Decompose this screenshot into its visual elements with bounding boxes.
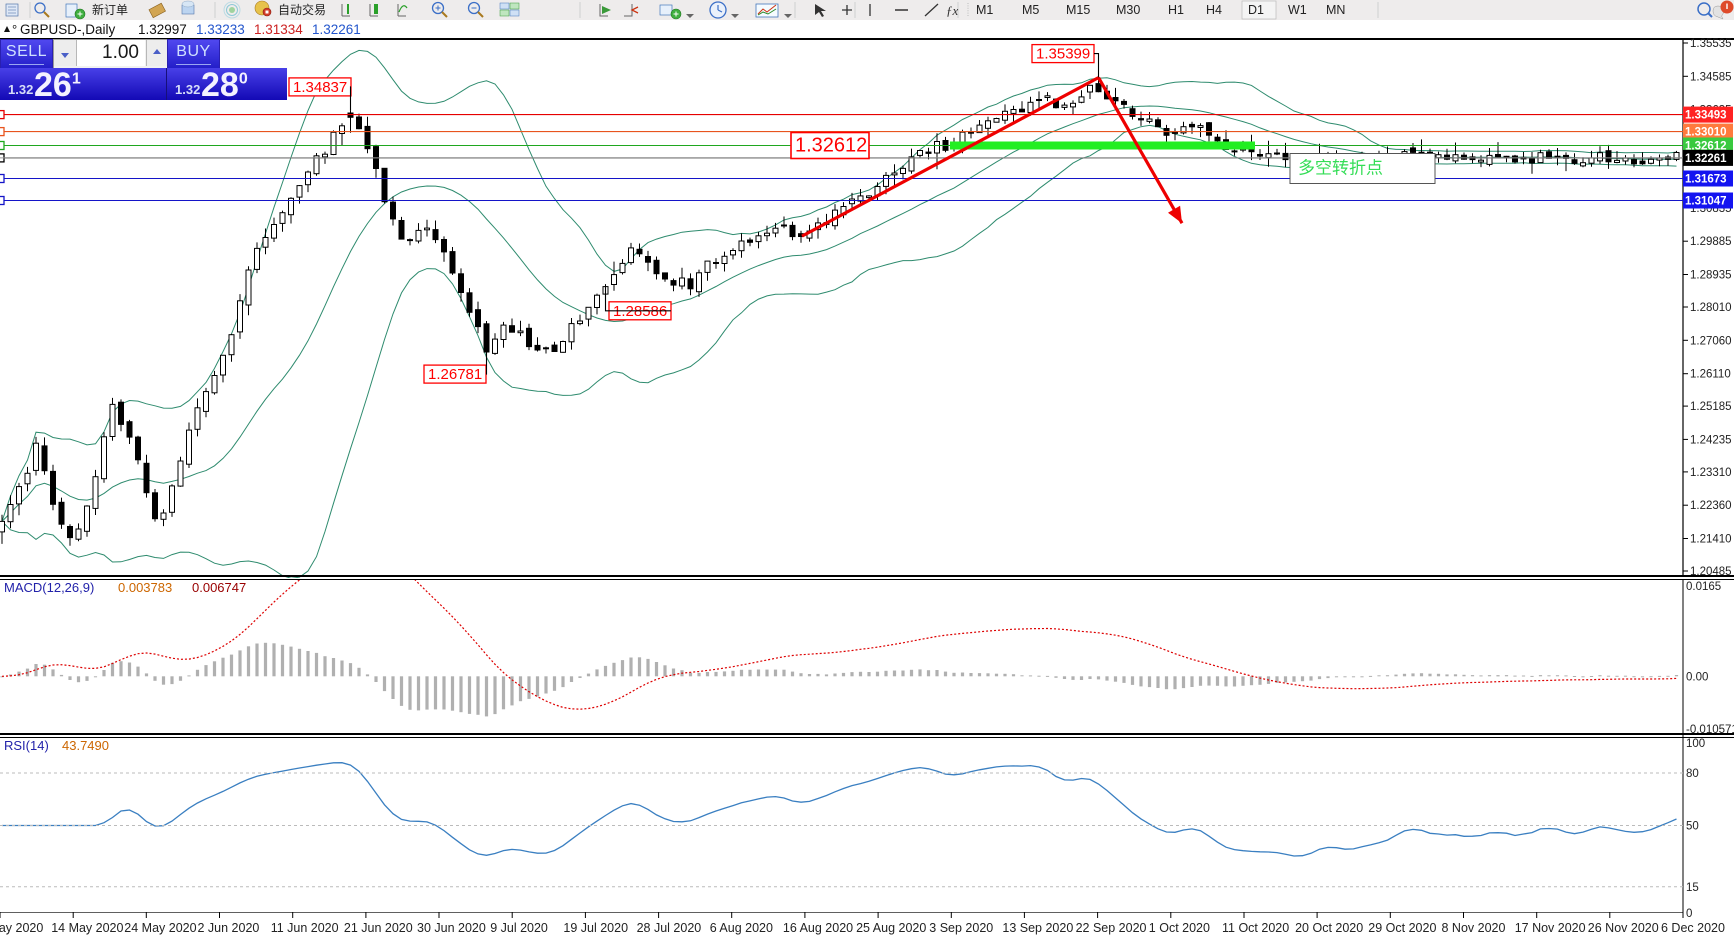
- svg-text:1.26110: 1.26110: [1690, 369, 1731, 381]
- svg-text:6 Aug 2020: 6 Aug 2020: [710, 921, 773, 935]
- svg-text:自动交易: 自动交易: [278, 2, 326, 17]
- svg-text:19 Jul 2020: 19 Jul 2020: [563, 921, 628, 935]
- svg-text:H4: H4: [1206, 3, 1222, 17]
- svg-text:26 Nov 2020: 26 Nov 2020: [1588, 921, 1659, 935]
- svg-text:1.23310: 1.23310: [1690, 467, 1732, 479]
- svg-text:M5: M5: [1022, 3, 1039, 17]
- svg-text:1.32261: 1.32261: [1685, 153, 1727, 165]
- svg-text:11 Jun 2020: 11 Jun 2020: [271, 921, 339, 935]
- svg-text:1.34585: 1.34585: [1690, 71, 1732, 83]
- svg-text:M1: M1: [976, 3, 993, 17]
- svg-text:0.003783: 0.003783: [118, 580, 172, 595]
- svg-text:24 May 2020: 24 May 2020: [124, 921, 196, 935]
- svg-text:14 May 2020: 14 May 2020: [51, 921, 123, 935]
- svg-text:16 Aug 2020: 16 Aug 2020: [783, 921, 853, 935]
- svg-text:ƒx: ƒx: [946, 3, 959, 18]
- svg-text:1.21410: 1.21410: [1690, 534, 1732, 546]
- svg-text:多空转折点: 多空转折点: [1298, 159, 1383, 178]
- svg-text:MN: MN: [1326, 3, 1345, 17]
- svg-text:1.26781: 1.26781: [428, 366, 482, 383]
- svg-text:新订单: 新订单: [92, 2, 128, 17]
- svg-text:1.33493: 1.33493: [1685, 110, 1727, 122]
- svg-text:29 Oct 2020: 29 Oct 2020: [1368, 921, 1436, 935]
- svg-text:43.7490: 43.7490: [62, 738, 109, 753]
- svg-text:1.34837: 1.34837: [293, 79, 347, 96]
- svg-text:1.31673: 1.31673: [1685, 174, 1727, 186]
- svg-text:100: 100: [1686, 738, 1705, 750]
- svg-text:1 Oct 2020: 1 Oct 2020: [1149, 921, 1210, 935]
- svg-text:8 Nov 2020: 8 Nov 2020: [1442, 921, 1506, 935]
- svg-text:28 Jul 2020: 28 Jul 2020: [637, 921, 702, 935]
- svg-text:11 Oct 2020: 11 Oct 2020: [1222, 921, 1289, 935]
- svg-text:1.32612: 1.32612: [795, 135, 867, 157]
- svg-text:1.35535: 1.35535: [1690, 38, 1732, 50]
- svg-text:5 May 2020: 5 May 2020: [0, 921, 43, 935]
- svg-text:15: 15: [1686, 882, 1699, 894]
- svg-text:9 Jul 2020: 9 Jul 2020: [490, 921, 548, 935]
- svg-text:3 Sep 2020: 3 Sep 2020: [929, 921, 993, 935]
- svg-text:1.25185: 1.25185: [1690, 401, 1732, 413]
- svg-text:80: 80: [1686, 768, 1699, 780]
- svg-text:MACD(12,26,9): MACD(12,26,9): [4, 580, 94, 595]
- svg-text:M30: M30: [1116, 3, 1140, 17]
- svg-text:1.22360: 1.22360: [1690, 500, 1732, 512]
- svg-text:RSI(14): RSI(14): [4, 738, 49, 753]
- svg-text:1.24235: 1.24235: [1690, 434, 1732, 446]
- svg-text:0.0165: 0.0165: [1686, 581, 1721, 593]
- svg-text:D1: D1: [1248, 3, 1264, 17]
- svg-text:W1: W1: [1288, 3, 1307, 17]
- svg-text:2 Jun 2020: 2 Jun 2020: [198, 921, 260, 935]
- svg-text:1.31047: 1.31047: [1685, 196, 1727, 208]
- svg-text:H1: H1: [1168, 3, 1184, 17]
- svg-text:6 Dec 2020: 6 Dec 2020: [1661, 921, 1725, 935]
- svg-text:0.006747: 0.006747: [192, 580, 246, 595]
- svg-text:0.00: 0.00: [1686, 671, 1708, 683]
- svg-text:13 Sep 2020: 13 Sep 2020: [1002, 921, 1073, 935]
- svg-text:M15: M15: [1066, 3, 1090, 17]
- svg-text:1.28010: 1.28010: [1690, 302, 1732, 314]
- svg-text:1.29885: 1.29885: [1690, 236, 1732, 248]
- svg-text:30 Jun 2020: 30 Jun 2020: [417, 921, 486, 935]
- svg-text:22 Sep 2020: 22 Sep 2020: [1076, 921, 1147, 935]
- svg-text:50: 50: [1686, 821, 1699, 833]
- svg-text:1.28935: 1.28935: [1690, 270, 1732, 282]
- svg-text:1.27060: 1.27060: [1690, 335, 1732, 347]
- svg-text:17 Nov 2020: 17 Nov 2020: [1515, 921, 1586, 935]
- svg-text:1.35399: 1.35399: [1036, 46, 1090, 63]
- svg-text:1.33010: 1.33010: [1685, 127, 1727, 139]
- svg-text:20 Oct 2020: 20 Oct 2020: [1295, 921, 1363, 935]
- svg-text:25 Aug 2020: 25 Aug 2020: [856, 921, 926, 935]
- svg-text:21 Jun 2020: 21 Jun 2020: [344, 921, 413, 935]
